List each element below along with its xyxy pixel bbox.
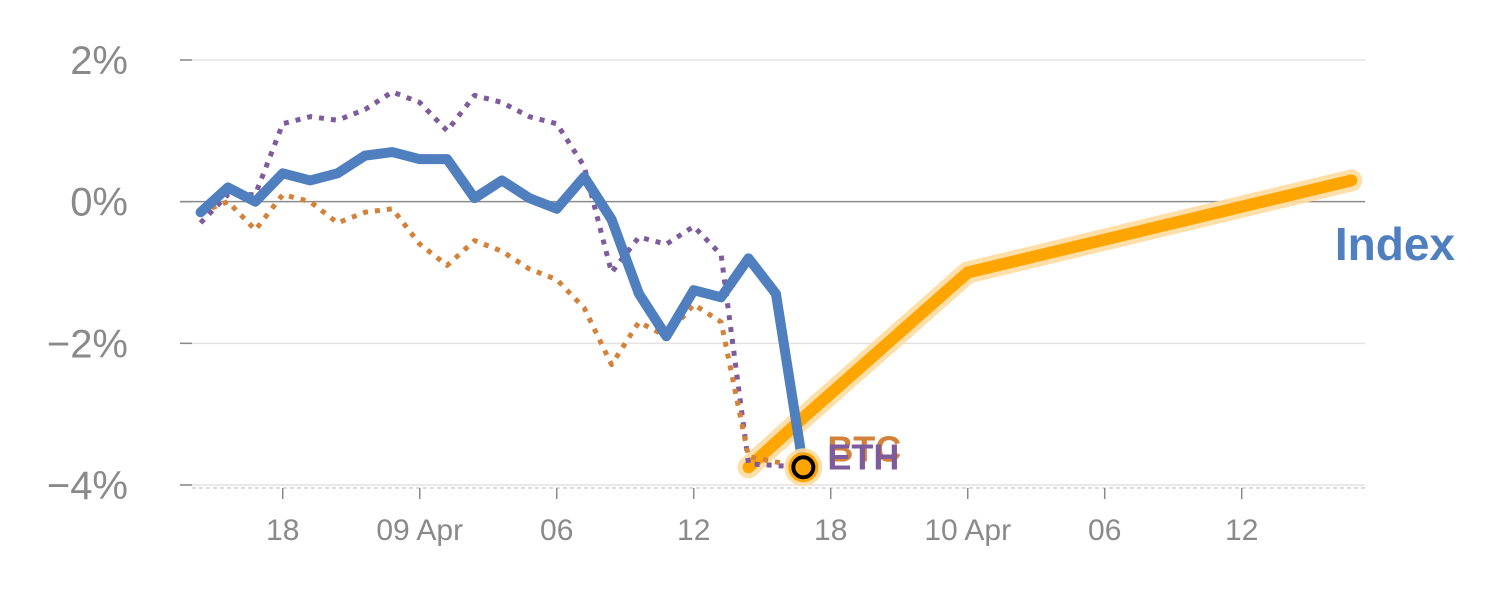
series-layer xyxy=(195,89,1363,487)
x-tick-label: 06 xyxy=(1088,514,1121,547)
y-tick-label: 2% xyxy=(70,39,128,83)
series-line-btc xyxy=(199,192,804,470)
current-value-marker-ring xyxy=(791,455,816,480)
x-tick-label: 06 xyxy=(540,514,573,547)
y-tick-label: −2% xyxy=(47,322,128,366)
series-label-index: Index xyxy=(1335,218,1456,270)
x-tick-label: 18 xyxy=(814,514,847,547)
axis-layer: 2% 0% −2% −4% 18 09 Apr 06 12 18 10 Apr 06 12 xyxy=(47,39,1365,547)
y-tick-label: 0% xyxy=(70,181,128,225)
grid-layer xyxy=(180,59,1365,486)
series-label-btc: BTC xyxy=(827,428,901,469)
series-line-index xyxy=(195,147,809,473)
y-tick-label: −4% xyxy=(47,464,128,508)
x-tick-label: 12 xyxy=(1225,514,1258,547)
series-label-eth: ETH xyxy=(827,436,899,477)
x-tick-label: 09 Apr xyxy=(376,514,463,547)
series-line-eth xyxy=(198,89,804,470)
x-tick-label: 18 xyxy=(266,514,299,547)
x-tick-label: 12 xyxy=(677,514,710,547)
series-line-projection xyxy=(742,174,1358,474)
projection-halo xyxy=(737,169,1363,479)
x-tick-label: 10 Apr xyxy=(924,514,1011,547)
